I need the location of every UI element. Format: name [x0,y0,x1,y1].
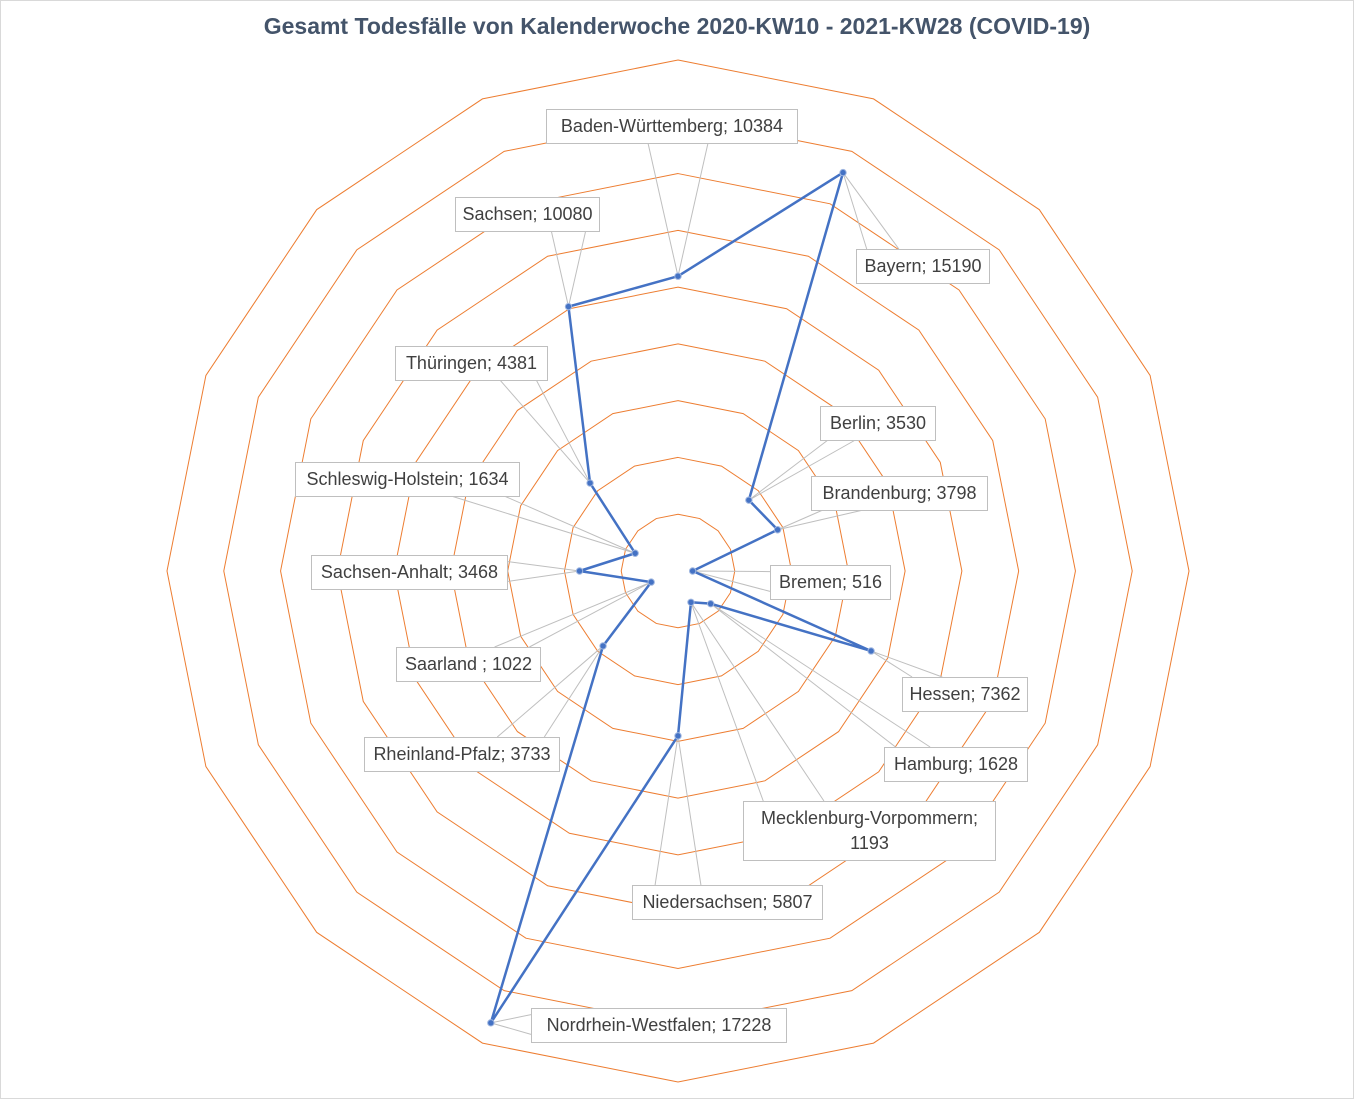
leader-line [447,494,636,554]
data-point [599,642,607,650]
data-label: Baden-Württemberg; 10384 [546,109,798,144]
data-point [647,578,655,586]
leader-line [550,229,587,307]
data-label: Berlin; 3530 [820,406,936,441]
data-label: Schleswig-Holstein; 1634 [295,462,520,497]
data-point [564,302,573,311]
grid-ring [280,173,1076,969]
data-point [839,168,847,177]
data-point [674,732,682,740]
leader-line [490,1014,532,1035]
data-label: Thüringen; 4381 [395,346,548,381]
data-label: Saarland ; 1022 [396,647,541,682]
leader-line [870,650,943,678]
leader-line [842,172,900,250]
data-label: Brandenburg; 3798 [811,476,988,511]
leader-line [777,508,868,531]
data-label: Rheinland-Pfalz; 3733 [364,737,560,772]
grid-ring [166,59,1190,1083]
data-label: Mecklenburg-Vorpommern; 1193 [743,801,996,861]
data-point [706,599,715,608]
data-label: Hessen; 7362 [902,677,1028,712]
data-label: Bayern; 15190 [856,249,990,284]
data-point [687,598,695,606]
data-point [575,567,584,575]
data-label: Sachsen-Anhalt; 3468 [311,555,508,590]
leader-line [647,141,709,277]
grid-ring [450,343,906,799]
data-point [487,1019,495,1027]
leader-line [710,603,931,748]
data-point [631,549,639,557]
data-label: Bremen; 516 [770,565,891,600]
data-label: Nordrhein-Westfalen; 17228 [531,1008,787,1043]
data-point [867,647,875,655]
data-label: Hamburg; 1628 [884,747,1028,782]
leader-line [507,561,580,582]
data-point [745,496,753,504]
data-point [674,272,682,280]
data-label: Niedersachsen; 5807 [632,885,823,920]
chart-title: Gesamt Todesfälle von Kalenderwoche 2020… [263,13,1091,39]
grid-ring [563,456,793,686]
data-point [586,479,594,487]
data-point [688,567,697,575]
data-label: Sachsen; 10080 [455,197,600,232]
data-point [773,526,782,534]
